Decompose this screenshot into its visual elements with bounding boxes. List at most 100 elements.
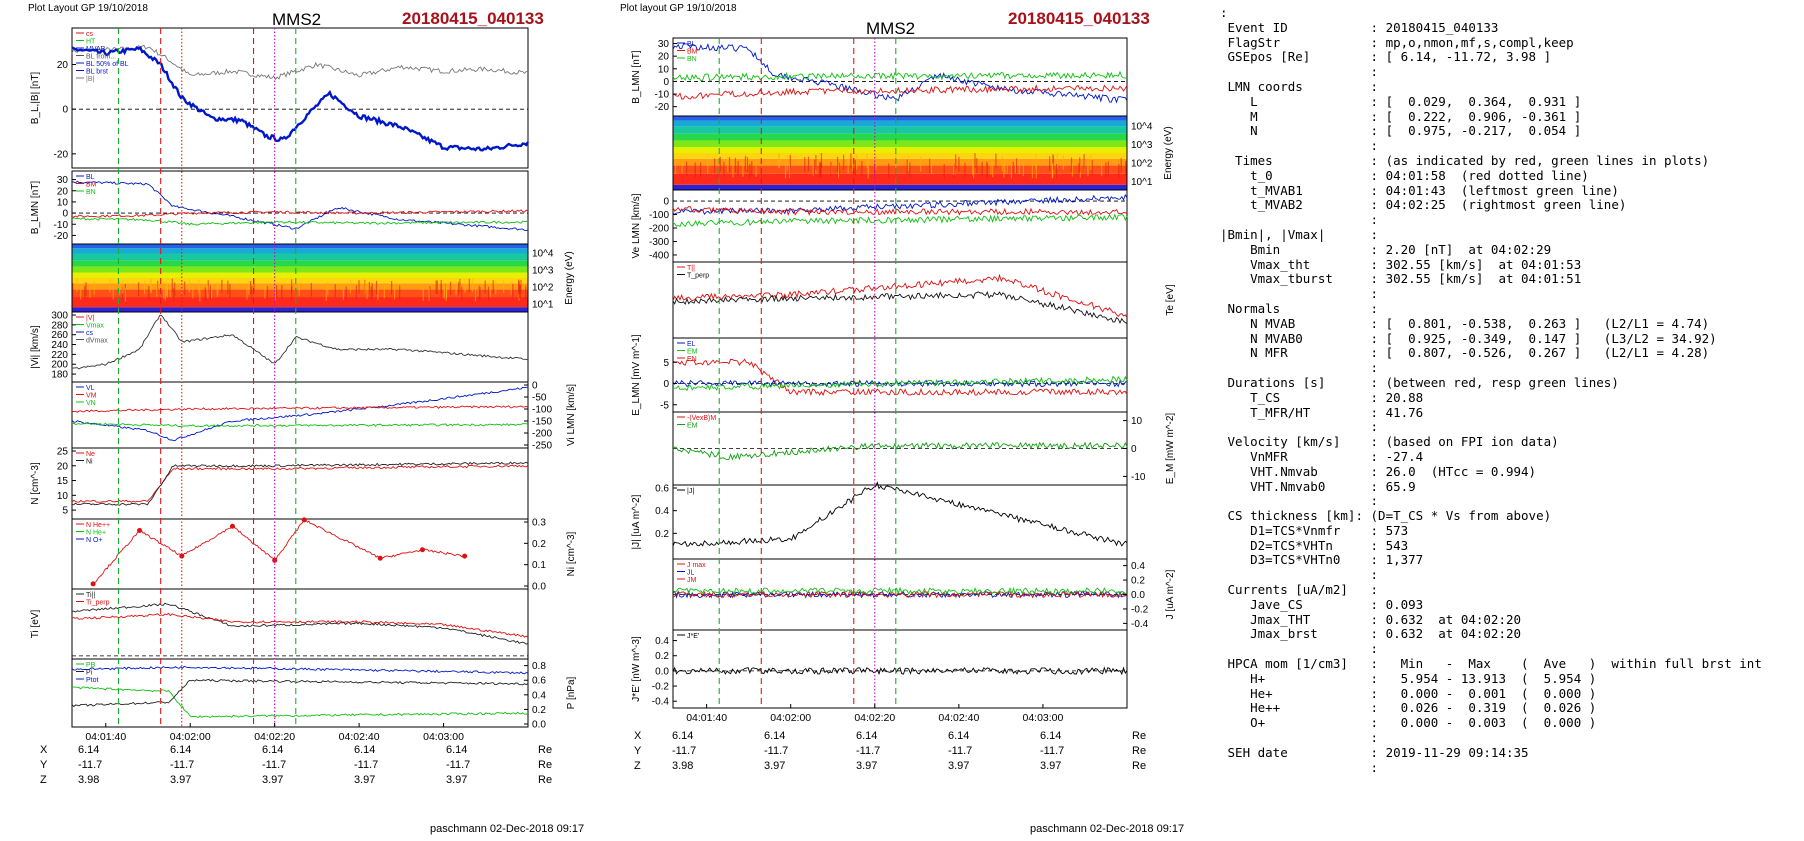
spectrogram-streak xyxy=(122,279,124,294)
y-tick-label: -0.4 xyxy=(1131,619,1149,630)
series-line-Vi xyxy=(71,314,529,370)
series-line-NHe xyxy=(92,518,465,585)
y-tick-label: -10 xyxy=(655,90,670,101)
spectrogram-streak xyxy=(850,153,852,169)
y-tick-label: 10 xyxy=(1131,416,1143,427)
spectrogram-streak xyxy=(518,280,520,295)
x-tick-label: 04:03:00 xyxy=(423,731,464,743)
legend-entry: Ptot xyxy=(86,677,99,684)
spectrogram-streak xyxy=(888,163,890,179)
spectrogram-streak xyxy=(789,163,791,178)
spectrogram-streak xyxy=(227,280,229,295)
series-line-VL xyxy=(672,193,1128,216)
y-tick-label: -100 xyxy=(649,210,669,221)
spectrogram-streak xyxy=(440,279,442,294)
y-tick-label: 10^1 xyxy=(532,300,554,311)
series-line-EN xyxy=(672,358,1128,397)
position-unit: Re xyxy=(1132,744,1147,757)
spectrogram-streak xyxy=(455,281,457,295)
spectrogram-streak xyxy=(393,285,396,300)
spectrogram-streak xyxy=(85,282,87,296)
spectrogram-streak xyxy=(503,279,505,294)
spectrogram-streak xyxy=(264,284,266,299)
position-value: -11.7 xyxy=(262,758,287,771)
info-line: : xyxy=(1220,5,1228,20)
y-tick-label: -0.4 xyxy=(652,697,670,708)
spectrogram-streak xyxy=(450,281,452,296)
legend-entry: VM xyxy=(86,393,97,400)
panel-frame xyxy=(71,170,529,245)
spectrogram-streak xyxy=(847,158,849,174)
middle-figure-footer: paschmann 02-Dec-2018 09:17 xyxy=(1030,823,1185,835)
spectrogram-streak xyxy=(525,286,527,300)
spectrogram-streak xyxy=(746,157,749,173)
legend-entry: cs xyxy=(86,31,94,38)
x-tick-label: 04:01:40 xyxy=(85,731,126,743)
spectrogram-streak xyxy=(820,153,823,168)
panel-frame xyxy=(672,189,1128,263)
spectrogram-streak xyxy=(1010,163,1013,179)
y-axis-label: Te [eV] xyxy=(1165,284,1176,315)
spectrogram-streak xyxy=(875,154,877,170)
spectrogram-streak xyxy=(972,160,974,175)
legend-entry: BL 50% of BL xyxy=(86,61,129,68)
spectrogram-streak xyxy=(171,278,173,293)
spectrogram-band xyxy=(72,248,528,254)
panel-frame xyxy=(672,261,1128,339)
series-line-Ti xyxy=(72,602,529,645)
spectrogram-streak xyxy=(742,162,744,177)
y-tick-label: 0.0 xyxy=(655,666,669,677)
spectrogram-streak xyxy=(694,162,696,178)
spectrogram-streak xyxy=(188,278,190,293)
y-tick-label: -0.2 xyxy=(1131,604,1149,615)
series-line-BM xyxy=(672,84,1128,100)
y-axis-label: Ve LMN [km/s] xyxy=(631,193,642,258)
spectrogram-streak xyxy=(209,285,212,300)
spectrogram-streak xyxy=(327,281,329,296)
info-line: Event ID : 20180415_040133 xyxy=(1220,19,1499,35)
spectrogram-streak xyxy=(815,154,817,170)
legend-entry: MVAB xyxy=(86,46,106,53)
spectrogram-streak xyxy=(976,158,978,173)
y-tick-label: -250 xyxy=(532,441,552,452)
spectrogram-streak xyxy=(391,280,393,295)
y-tick-label: 0.0 xyxy=(532,582,546,593)
legend-entry: N He++ xyxy=(86,522,110,529)
spectrogram-streak xyxy=(1078,163,1080,179)
legend-entry: BL xyxy=(86,174,95,181)
spectrogram-streak xyxy=(745,154,747,170)
info-line: He++ : 0.026 - 0.319 ( 0.026 ) xyxy=(1220,700,1597,716)
spectrogram-band xyxy=(673,120,1127,127)
info-line: : xyxy=(1220,567,1379,583)
y-tick-label: 0 xyxy=(532,381,538,392)
info-line: : xyxy=(1220,138,1379,154)
spectrogram-streak xyxy=(719,156,721,172)
spectrogram-streak xyxy=(812,160,814,176)
series-line-VN xyxy=(71,422,529,428)
position-value: -11.7 xyxy=(446,758,471,771)
series-line-BLbrst xyxy=(71,45,530,152)
spectrogram-band xyxy=(72,297,528,308)
spectrogram-streak xyxy=(699,162,702,178)
spectrogram-streak xyxy=(955,154,957,170)
spectrogram-band xyxy=(673,158,1127,166)
y-axis-label: B_LMN [nT] xyxy=(631,50,642,104)
spectrogram-streak xyxy=(274,286,277,301)
spectrogram-streak xyxy=(1079,157,1081,173)
spectrogram-streak xyxy=(819,162,821,178)
spectrogram-streak xyxy=(973,163,975,179)
spectrogram-streak xyxy=(89,284,91,298)
spectrogram-band xyxy=(673,133,1127,141)
y-tick-label: 180 xyxy=(51,370,68,381)
y-axis-label: J*E' [nW m^-3] xyxy=(631,636,642,702)
series-line-Ptot xyxy=(71,665,529,675)
y-tick-label: 0.4 xyxy=(532,690,546,701)
spectrogram-streak xyxy=(843,154,845,170)
y-tick-label: -300 xyxy=(649,237,669,248)
position-unit: Re xyxy=(1132,729,1147,742)
spectrogram-streak xyxy=(1004,159,1006,174)
spectrogram-streak xyxy=(981,161,983,177)
spectrogram-streak xyxy=(929,158,931,174)
data-point xyxy=(179,553,185,559)
y-tick-label: 0.0 xyxy=(532,720,546,731)
